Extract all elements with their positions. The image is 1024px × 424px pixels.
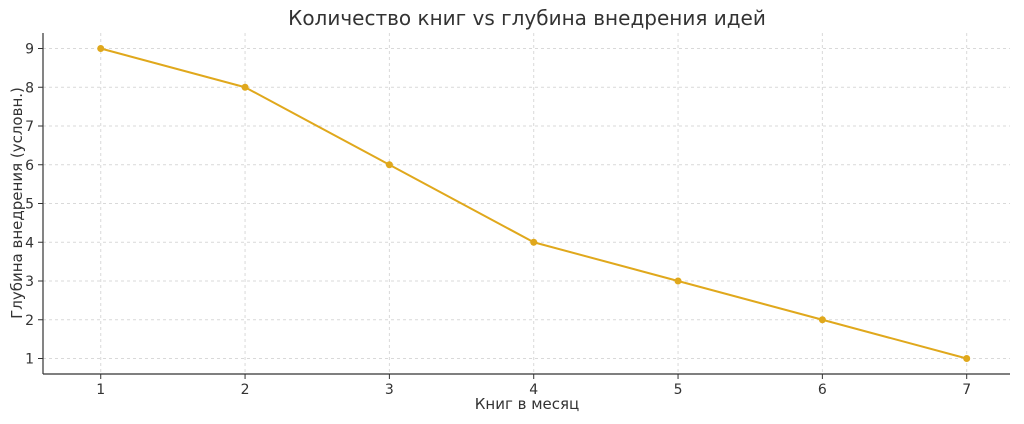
x-tick-label: 6: [818, 382, 827, 398]
y-tick-label: 9: [25, 42, 34, 58]
y-tick-label: 1: [25, 352, 34, 368]
x-tick-label: 2: [241, 382, 250, 398]
x-tick-label: 5: [674, 382, 683, 398]
y-tick-label: 5: [25, 197, 34, 213]
data-point: [818, 316, 826, 324]
data-point: [674, 277, 682, 285]
data-point: [530, 238, 538, 246]
y-tick-label: 3: [25, 274, 34, 290]
y-tick-label: 2: [25, 313, 34, 329]
x-tick-label: 1: [96, 382, 105, 398]
y-tick-label: 7: [25, 119, 34, 135]
x-tick-label: 7: [962, 382, 971, 398]
y-tick-label: 4: [25, 235, 34, 251]
y-axis-ticks: 1 2 3 4 5 6 7 8 9: [25, 42, 43, 368]
series: [97, 45, 971, 362]
y-tick-label: 8: [25, 80, 34, 96]
x-tick-label: 3: [385, 382, 394, 398]
y-axis-label: Глубина внедрения (условн.): [8, 87, 26, 319]
data-point: [241, 83, 249, 91]
data-point: [385, 161, 393, 169]
data-point: [963, 355, 971, 362]
data-point: [97, 45, 105, 52]
y-tick-label: 6: [25, 158, 34, 174]
x-axis-ticks: 1 2 3 4 5 6 7: [96, 374, 971, 398]
chart-title: Количество книг vs глубина внедрения иде…: [288, 6, 766, 30]
x-axis-label: Книг в месяц: [475, 395, 580, 413]
x-tick-label: 4: [529, 382, 538, 398]
grid: [43, 33, 1010, 374]
